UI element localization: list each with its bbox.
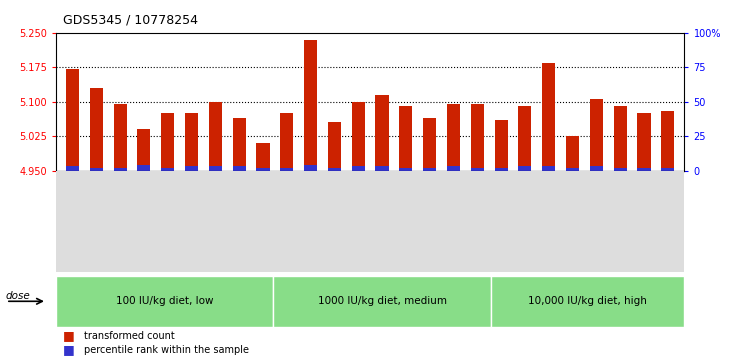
Bar — [400, 106, 412, 171]
Bar — [280, 113, 293, 171]
Bar — [471, 104, 484, 171]
Bar — [304, 165, 317, 171]
Bar — [495, 120, 507, 171]
Bar — [352, 102, 365, 171]
Bar — [638, 113, 650, 171]
Bar — [614, 168, 626, 171]
Bar — [328, 168, 341, 171]
Bar — [328, 122, 341, 171]
Bar — [376, 95, 388, 171]
Bar — [280, 168, 293, 171]
Bar — [257, 168, 269, 171]
Bar — [66, 167, 79, 171]
Bar — [138, 129, 150, 171]
Bar — [209, 167, 222, 171]
Bar — [614, 106, 626, 171]
Bar — [566, 168, 579, 171]
Bar — [423, 168, 436, 171]
Bar — [566, 136, 579, 171]
Bar — [447, 104, 460, 171]
Bar — [661, 111, 674, 171]
Text: GDS5345 / 10778254: GDS5345 / 10778254 — [63, 13, 198, 26]
Bar — [233, 167, 246, 171]
Bar — [447, 167, 460, 171]
Bar — [376, 167, 388, 171]
Text: 10,000 IU/kg diet, high: 10,000 IU/kg diet, high — [528, 296, 647, 306]
Bar — [519, 167, 531, 171]
Bar — [400, 168, 412, 171]
Text: transformed count: transformed count — [84, 331, 175, 342]
Bar — [542, 167, 555, 171]
Bar — [590, 99, 603, 171]
Bar — [352, 167, 365, 171]
Bar — [90, 88, 103, 171]
Bar — [304, 40, 317, 171]
Bar — [471, 168, 484, 171]
Bar — [542, 62, 555, 171]
Bar — [161, 168, 174, 171]
Text: ■: ■ — [63, 343, 75, 356]
Bar — [185, 167, 198, 171]
Bar — [590, 167, 603, 171]
Text: percentile rank within the sample: percentile rank within the sample — [84, 345, 249, 355]
Bar — [209, 102, 222, 171]
Bar — [114, 104, 126, 171]
Bar — [495, 168, 507, 171]
Bar — [519, 106, 531, 171]
Bar — [114, 168, 126, 171]
Bar — [138, 165, 150, 171]
Text: 1000 IU/kg diet, medium: 1000 IU/kg diet, medium — [318, 296, 446, 306]
Bar — [233, 118, 246, 171]
Bar — [638, 168, 650, 171]
Bar — [257, 143, 269, 171]
Bar — [423, 118, 436, 171]
Bar — [185, 113, 198, 171]
Text: dose: dose — [6, 291, 31, 302]
Bar — [161, 113, 174, 171]
Bar — [66, 69, 79, 171]
Bar — [661, 168, 674, 171]
Text: 100 IU/kg diet, low: 100 IU/kg diet, low — [116, 296, 214, 306]
Text: ■: ■ — [63, 329, 75, 342]
Bar — [90, 168, 103, 171]
